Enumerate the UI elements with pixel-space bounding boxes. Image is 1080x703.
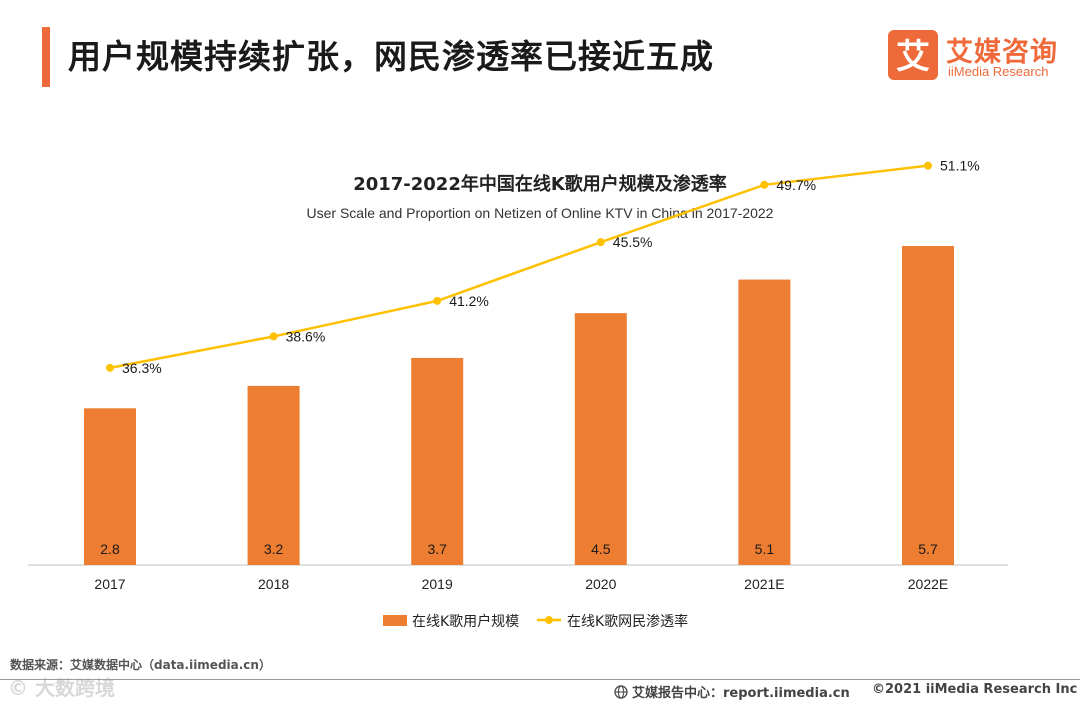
bar-2018 <box>247 385 300 565</box>
bar-value-label-2018: 3.2 <box>264 541 284 557</box>
bar-value-label-2019: 3.7 <box>427 541 447 557</box>
bar-2021E <box>738 279 791 565</box>
copyright: ©2021 iiMedia Research Inc <box>872 682 1078 697</box>
footer-divider <box>0 679 1080 680</box>
logo-name-cn: 艾媒咨询 <box>946 37 1058 68</box>
legend-label-bar: 在线K歌用户规模 <box>412 613 519 630</box>
logo-mark-glyph: 艾 <box>896 37 930 77</box>
bar-2022E <box>902 246 954 565</box>
chart-subtitle: User Scale and Proportion on Netizen of … <box>307 205 774 221</box>
bar-value-label-2022E: 5.7 <box>918 541 938 557</box>
line-point-2018 <box>269 332 278 341</box>
bar-value-label-2020: 4.5 <box>591 541 611 557</box>
legend-swatch-bar <box>383 615 407 626</box>
logo-mark-icon: 艾 <box>888 30 938 80</box>
line-value-label-2020: 45.5% <box>613 234 653 250</box>
line-point-2022E <box>924 161 932 170</box>
title-accent-bar <box>42 27 50 87</box>
line-point-2019 <box>433 296 442 305</box>
line-point-2017 <box>106 363 114 372</box>
report-center-text: 艾媒报告中心：report.iimedia.cn <box>632 686 850 701</box>
bar-2017 <box>84 408 136 565</box>
line-point-2020 <box>596 238 605 247</box>
bar-value-label-2021E: 5.1 <box>755 541 775 557</box>
logo-name-en: iiMedia Research <box>948 64 1049 79</box>
x-tick-label-2018: 2018 <box>258 576 289 592</box>
watermark: © 大数跨境 <box>8 676 115 700</box>
line-point-2021E <box>760 180 769 189</box>
x-tick-label-2017: 2017 <box>94 576 125 592</box>
bar-value-label-2017: 2.8 <box>100 541 120 557</box>
legend-label-line: 在线K歌网民渗透率 <box>567 613 688 630</box>
line-value-label-2022E: 51.1% <box>940 158 980 174</box>
footer-report-center: 艾媒报告中心：report.iimedia.cn <box>614 682 850 701</box>
line-value-label-2021E: 49.7% <box>776 177 816 193</box>
iimedia-logo: 艾 艾媒咨询 iiMedia Research <box>888 28 1063 84</box>
line-value-label-2017: 36.3% <box>122 360 162 376</box>
chart-title: 2017-2022年中国在线K歌用户规模及渗透率 <box>353 173 727 195</box>
x-tick-label-2021E: 2021E <box>744 576 784 592</box>
line-value-label-2019: 41.2% <box>449 293 489 309</box>
x-tick-label-2022E: 2022E <box>908 576 948 592</box>
legend-swatch-line-marker <box>545 616 553 624</box>
bar-2020 <box>574 313 627 565</box>
penetration-rate-line <box>109 164 929 370</box>
page-title: 用户规模持续扩张，网民渗透率已接近五成 <box>68 37 714 76</box>
line-value-label-2018: 38.6% <box>286 328 326 344</box>
globe-icon <box>614 684 628 699</box>
bar-2019 <box>411 357 464 565</box>
x-tick-label-2019: 2019 <box>422 576 453 592</box>
data-source: 数据来源：艾媒数据中心（data.iimedia.cn） <box>10 658 271 672</box>
x-tick-label-2020: 2020 <box>585 576 616 592</box>
